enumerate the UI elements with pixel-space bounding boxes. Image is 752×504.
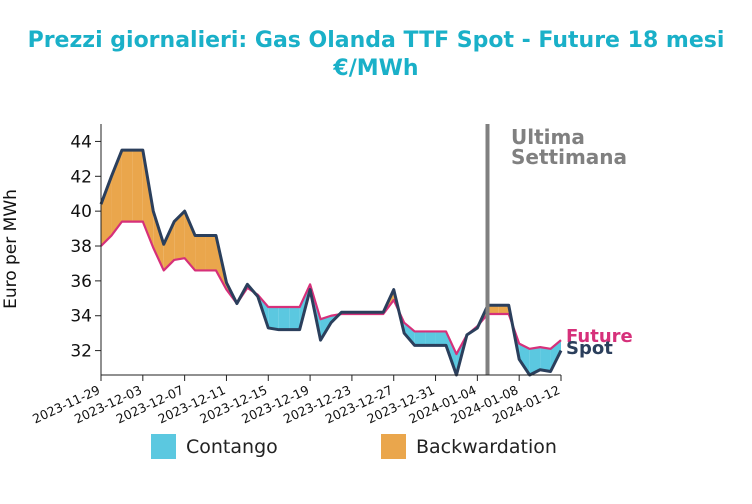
future-end-label: Future [566,326,633,347]
fill-segment [268,307,279,330]
fill-segment [153,211,164,271]
series-line-future [100,220,562,356]
fill-areas [101,150,561,375]
legend: Contango Backwardation [151,434,557,459]
fill-segment [174,211,185,260]
fill-segment [425,331,436,346]
series-line-spot [99,148,563,377]
fill-segment [289,307,300,330]
vline-label-line2: Settimana [511,145,627,169]
legend-swatch-contango [151,434,176,459]
fill-segment [435,331,446,346]
legend-label-contango: Contango [186,436,278,458]
chart-title: Prezzi giornalieri: Gas Olanda TTF Spot … [28,28,725,53]
fill-segment [132,150,143,222]
fill-segment [101,176,112,247]
fill-segment [205,235,216,271]
series-lines [99,148,563,377]
x-ticks: 2023-11-292023-12-032023-12-072023-12-11… [30,375,562,426]
legend-swatch-backwardation [381,434,406,459]
fill-segment [529,347,541,375]
axes [100,124,561,376]
y-ticks: 32 34 36 38 40 42 44 [70,132,101,362]
y-tick-label: 40 [70,202,92,222]
chart-subtitle: €/MWh [332,56,418,81]
fill-segment [142,150,154,248]
y-tick-label: 36 [70,272,92,292]
y-tick-label: 32 [70,342,92,362]
vline-label-line1: Ultima [511,125,585,149]
y-tick-label: 34 [70,307,92,327]
y-axis-label: Euro per MWh [1,189,21,309]
fill-segment [519,343,530,375]
fill-segment [278,307,290,330]
fill-segment [184,211,196,271]
fill-segment [163,221,175,271]
y-tick-label: 38 [70,237,92,257]
fill-segment [121,150,133,222]
y-tick-label: 44 [70,132,92,152]
legend-label-backwardation: Backwardation [416,436,557,458]
fill-segment [404,322,415,346]
fill-segment [498,305,509,314]
fill-segment [487,305,499,314]
fill-segment [414,331,426,346]
fill-segment [540,347,551,372]
spot-end-label: Spot [566,338,613,359]
fill-segment [195,235,206,271]
y-tick-label: 42 [70,167,92,187]
